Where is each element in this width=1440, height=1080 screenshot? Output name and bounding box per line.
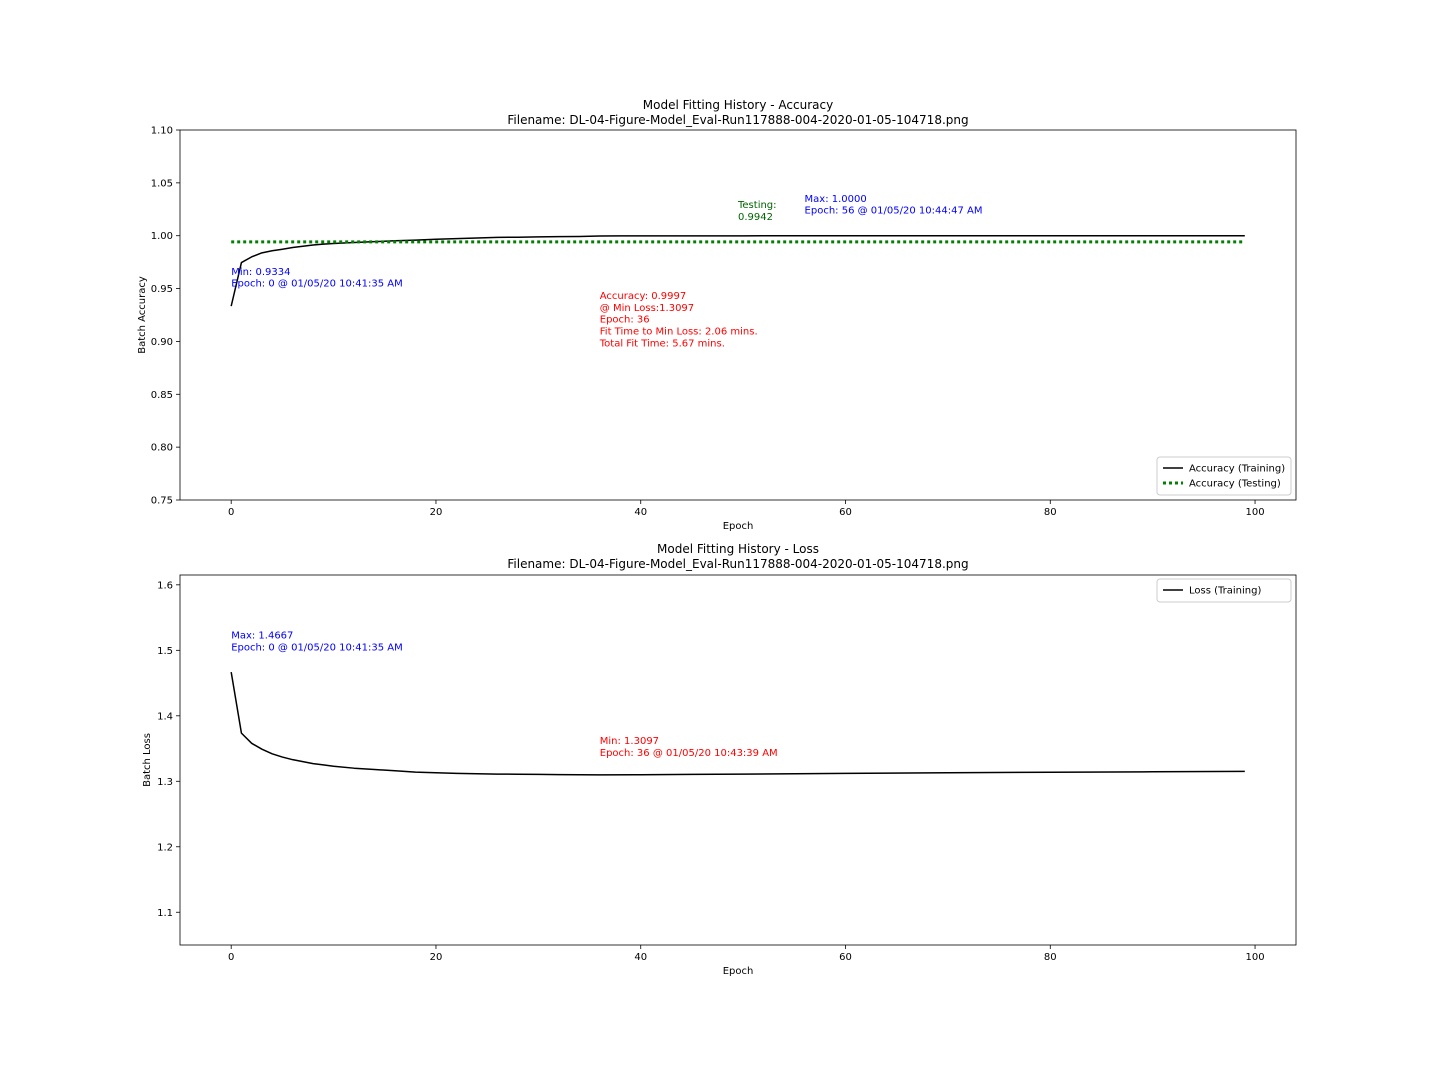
- loss-annotation-text: Min: 1.3097: [600, 736, 659, 747]
- accuracy-chart-subtitle: Filename: DL-04-Figure-Model_Eval-Run117…: [507, 113, 968, 127]
- loss-y-tick-label: 1.6: [157, 580, 173, 591]
- accuracy-y-tick-label: 1.05: [151, 178, 173, 189]
- loss-y-tick-label: 1.5: [157, 646, 173, 657]
- accuracy-annotation-text: Accuracy: 0.9997: [600, 291, 686, 302]
- accuracy-annotation-text: Fit Time to Min Loss: 2.06 mins.: [600, 327, 758, 338]
- loss-y-tick-label: 1.4: [157, 711, 173, 722]
- accuracy-x-tick-label: 60: [839, 507, 852, 518]
- loss-x-tick-label: 80: [1044, 952, 1057, 963]
- loss-y-tick-label: 1.3: [157, 777, 173, 788]
- accuracy-x-tick-label: 0: [228, 507, 234, 518]
- loss-chart: Model Fitting History - Loss Filename: D…: [142, 542, 1297, 977]
- accuracy-annotation-text: Epoch: 0 @ 01/05/20 10:41:35 AM: [231, 279, 403, 290]
- accuracy-x-tick-label: 40: [634, 507, 647, 518]
- loss-annotation-text: Max: 1.4667: [231, 631, 293, 642]
- accuracy-x-tick-label: 80: [1044, 507, 1057, 518]
- accuracy-y-tick-label: 0.85: [151, 390, 173, 401]
- accuracy-legend-box: [1156, 456, 1292, 496]
- loss-chart-subtitle: Filename: DL-04-Figure-Model_Eval-Run117…: [507, 557, 968, 571]
- accuracy-y-tick-label: 1.10: [151, 126, 173, 137]
- loss-x-tick-label: 40: [634, 952, 647, 963]
- loss-x-tick-label: 100: [1245, 952, 1264, 963]
- loss-legend-label: Loss (Training): [1189, 586, 1261, 597]
- loss-x-axis-label: Epoch: [723, 966, 754, 977]
- loss-x-tick-label: 0: [228, 952, 234, 963]
- accuracy-chart-title: Model Fitting History - Accuracy: [643, 98, 833, 112]
- loss-x-tick-label: 20: [430, 952, 443, 963]
- accuracy-y-tick-label: 0.90: [151, 337, 173, 348]
- accuracy-y-axis-label: Batch Accuracy: [137, 276, 148, 354]
- accuracy-legend-label: Accuracy (Testing): [1189, 479, 1281, 490]
- accuracy-y-tick-label: 1.00: [151, 231, 173, 242]
- loss-legend-box: [1156, 578, 1292, 603]
- accuracy-chart: Model Fitting History - Accuracy Filenam…: [137, 98, 1297, 532]
- accuracy-annotation-text: Epoch: 56 @ 01/05/20 10:44:47 AM: [805, 206, 983, 217]
- loss-series-line-0: [230, 671, 1245, 776]
- accuracy-plot-frame: [179, 129, 1297, 501]
- accuracy-legend-label: Accuracy (Training): [1189, 464, 1285, 475]
- accuracy-x-axis-label: Epoch: [723, 521, 754, 532]
- loss-annotation-text: Epoch: 36 @ 01/05/20 10:43:39 AM: [600, 748, 778, 759]
- loss-y-axis-label: Batch Loss: [142, 733, 153, 787]
- loss-y-tick-label: 1.1: [157, 908, 173, 919]
- accuracy-y-tick-label: 0.80: [151, 443, 173, 454]
- loss-y-tick-label: 1.2: [157, 842, 173, 853]
- accuracy-annotation-text: Total Fit Time: 5.67 mins.: [599, 338, 725, 349]
- accuracy-annotation-text: @ Min Loss:1.3097: [600, 303, 694, 314]
- accuracy-annotation-text: Min: 0.9334: [231, 267, 290, 278]
- accuracy-y-tick-label: 0.75: [151, 496, 173, 507]
- accuracy-y-tick-label: 0.95: [151, 284, 173, 295]
- loss-annotation-text: Epoch: 0 @ 01/05/20 10:41:35 AM: [231, 642, 403, 653]
- accuracy-legend: Accuracy (Training) Accuracy (Testing): [1156, 456, 1292, 496]
- accuracy-x-tick-label: 100: [1245, 507, 1264, 518]
- loss-legend: Loss (Training): [1156, 578, 1292, 603]
- loss-x-tick-label: 60: [839, 952, 852, 963]
- accuracy-annotation-text: Epoch: 36: [600, 315, 650, 326]
- accuracy-annotation-text: Testing:: [737, 200, 777, 211]
- accuracy-series-line-0: [230, 234, 1245, 307]
- accuracy-annotation-text: Max: 1.0000: [805, 194, 867, 205]
- accuracy-x-tick-label: 20: [430, 507, 443, 518]
- accuracy-annotation-text: 0.9942: [738, 212, 773, 223]
- loss-plot-frame: [179, 574, 1297, 946]
- loss-chart-title: Model Fitting History - Loss: [657, 542, 819, 556]
